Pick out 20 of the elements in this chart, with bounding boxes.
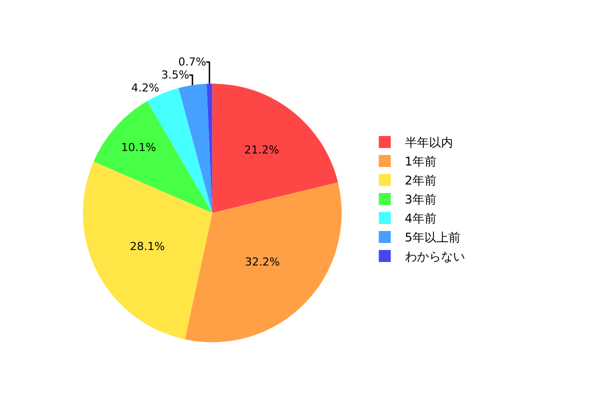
- pie-slice: [94, 101, 212, 213]
- legend-label: 1年前: [404, 154, 436, 169]
- pie-slice: [178, 84, 212, 213]
- data-label: 3.5%: [161, 68, 190, 82]
- pie-slice: [184, 182, 342, 342]
- data-label: 32.2%: [244, 255, 280, 268]
- data-label: 28.1%: [130, 240, 165, 253]
- pie-slice: [206, 84, 212, 213]
- legend-label: 5年以上前: [404, 230, 460, 245]
- legend-label: 半年以内: [404, 136, 453, 150]
- legend-label: 4年前: [404, 212, 436, 226]
- pie-slice: [212, 84, 338, 213]
- legend-label: 2年前: [404, 174, 436, 188]
- data-label: 4.2%: [131, 82, 160, 95]
- pie-slice: [83, 162, 212, 340]
- data-label: 10.1%: [121, 141, 156, 154]
- legend-label: わからない: [404, 250, 465, 264]
- data-label: 21.2%: [244, 144, 280, 157]
- legend-label: 3年前: [404, 192, 436, 207]
- data-label: 0.7%: [178, 56, 206, 69]
